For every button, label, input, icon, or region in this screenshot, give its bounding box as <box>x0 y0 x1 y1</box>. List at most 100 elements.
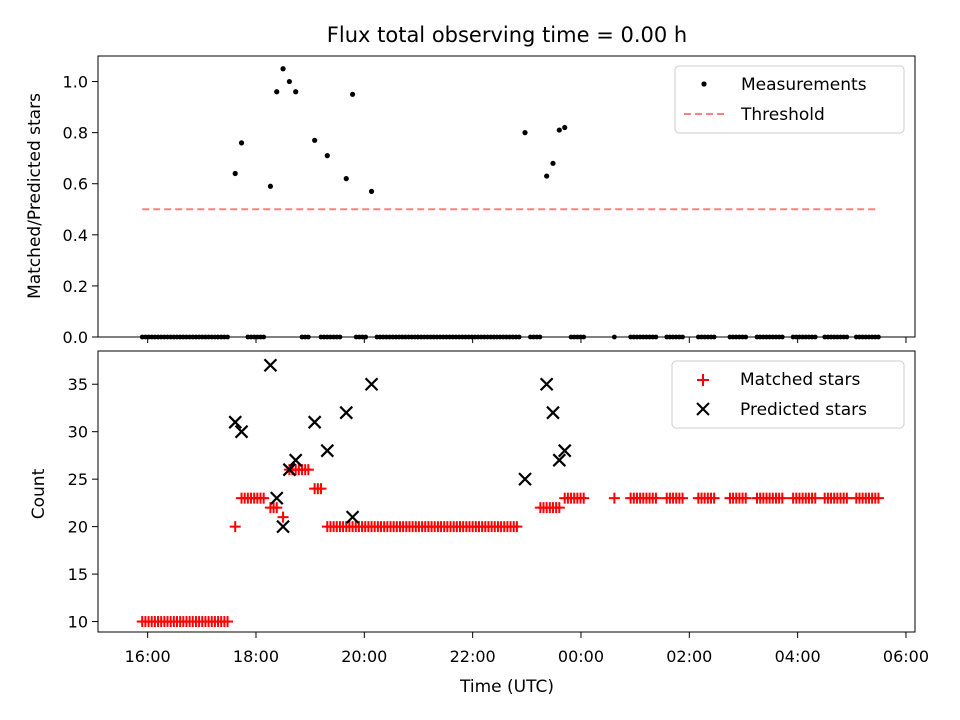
measurement-point <box>312 137 318 143</box>
measurement-point <box>522 130 528 136</box>
matched-star-point <box>277 511 289 523</box>
measurement-point <box>368 188 375 194</box>
bottom-y-tick-label: 25 <box>68 470 88 489</box>
bottom-y-tick-label: 20 <box>68 518 88 537</box>
predicted-star-point <box>269 491 284 505</box>
x-tick-label: 04:00 <box>775 647 821 666</box>
predicted-star-point <box>263 358 278 373</box>
measurement-point <box>232 170 238 177</box>
measurement-point <box>562 124 568 131</box>
legend-measurements-marker <box>701 81 707 87</box>
predicted-star-point <box>539 377 554 392</box>
top-y-tick-label: 0.2 <box>63 277 88 296</box>
matched-star-point <box>229 521 241 533</box>
predicted-star-point <box>557 443 572 458</box>
top-y-tick-label: 0.6 <box>63 175 88 194</box>
bottom-plot: 10 15 20 25 30 35 16:00 18:00 20:00 22:00 00:00 02… <box>68 350 929 666</box>
matched-star-point <box>677 492 689 504</box>
measurement-point <box>550 160 556 166</box>
x-axis-label: Time (UTC) <box>459 677 554 697</box>
predicted-star-stroke <box>228 415 242 429</box>
matched-star-point <box>578 492 590 504</box>
legend-matched-marker <box>697 374 709 386</box>
predicted-star-stroke <box>557 443 572 458</box>
predicted-star-point <box>339 405 354 420</box>
top-plot-frame <box>97 55 916 338</box>
predicted-star-stroke <box>269 491 284 505</box>
bottom-plot-frame <box>97 350 916 633</box>
bottom-legend-frame <box>671 360 905 429</box>
predicted-star-stroke <box>546 405 560 420</box>
measurement-point <box>349 91 356 97</box>
matched-star-point <box>271 502 283 514</box>
predicted-star-point <box>364 377 379 392</box>
bottom-y-tick-label: 35 <box>68 375 88 394</box>
x-tick-label: 18:00 <box>233 647 279 666</box>
predicted-star-point <box>518 472 532 486</box>
matched-star-point <box>650 492 662 504</box>
bottom-y-tick-label: 10 <box>68 613 88 632</box>
matched-star-point <box>258 492 270 504</box>
matched-star-point <box>553 502 565 514</box>
x-tick-label: 00:00 <box>558 647 604 666</box>
bottom-points-layer <box>136 358 884 628</box>
measurement-point <box>280 66 286 72</box>
chart-title: Flux total observing time = 0.00 h <box>327 23 687 47</box>
legend-threshold-label: Threshold <box>740 105 825 125</box>
measurement-point <box>544 173 550 179</box>
bottom-y-tick-label: 30 <box>68 423 88 442</box>
predicted-star-stroke <box>364 377 379 392</box>
x-tick-label: 20:00 <box>341 647 387 666</box>
top-plot: 0.0 0.2 0.4 0.6 0.8 1.0 Measurements Threshol… <box>63 55 916 347</box>
predicted-star-stroke <box>263 358 278 373</box>
top-x-ticks <box>147 337 907 343</box>
x-tick-label: 16:00 <box>125 647 171 666</box>
matched-star-point <box>841 492 853 504</box>
matched-star-point <box>809 492 821 504</box>
predicted-star-stroke <box>345 510 360 524</box>
matched-star-point <box>740 492 752 504</box>
top-legend-frame <box>674 65 905 134</box>
measurement-point <box>343 176 349 182</box>
matched-star-point <box>511 521 523 533</box>
measurement-point <box>324 153 330 159</box>
predicted-star-stroke <box>320 443 335 458</box>
bottom-y-tick-label: 15 <box>68 565 88 584</box>
predicted-star-point <box>228 415 242 429</box>
matched-star-point <box>776 492 788 504</box>
matched-star-point <box>222 616 234 628</box>
top-y-tick-label: 0.0 <box>63 328 88 347</box>
bottom-x-axis: 16:00 18:00 20:00 22:00 00:00 02:00 04:00 06:00 <box>125 632 929 666</box>
predicted-star-point <box>307 415 322 429</box>
measurement-point <box>274 89 280 95</box>
predicted-star-stroke <box>307 415 322 429</box>
matched-star-point <box>608 492 620 504</box>
measurement-point <box>293 89 299 95</box>
legend-matched-label: Matched stars <box>740 370 860 390</box>
predicted-star-stroke <box>552 453 567 467</box>
predicted-star-point <box>234 424 249 439</box>
top-y-axis-label: Matched/Predicted stars <box>25 93 45 299</box>
predicted-star-point <box>282 462 297 477</box>
matched-star-point <box>872 492 884 504</box>
measurement-point <box>267 183 274 189</box>
measurement-point <box>286 78 292 85</box>
bottom-legend: Matched stars Predicted stars <box>671 360 905 429</box>
predicted-star-point <box>320 443 335 458</box>
bottom-y-axis: 10 15 20 25 30 35 <box>68 375 98 632</box>
top-y-tick-label: 0.8 <box>63 124 88 143</box>
measurement-point <box>556 127 562 133</box>
predicted-star-stroke <box>276 519 290 534</box>
measurement-point <box>238 140 245 146</box>
predicted-star-stroke <box>288 453 303 467</box>
predicted-star-stroke <box>282 462 297 477</box>
predicted-star-stroke <box>234 424 249 439</box>
predicted-star-point <box>552 453 567 467</box>
predicted-star-point <box>546 405 560 420</box>
matched-star-point <box>302 464 314 476</box>
predicted-star-stroke <box>518 472 532 486</box>
top-y-tick-label: 1.0 <box>63 73 88 92</box>
bottom-y-axis-label: Count <box>29 468 49 519</box>
matched-star-point <box>315 483 327 495</box>
